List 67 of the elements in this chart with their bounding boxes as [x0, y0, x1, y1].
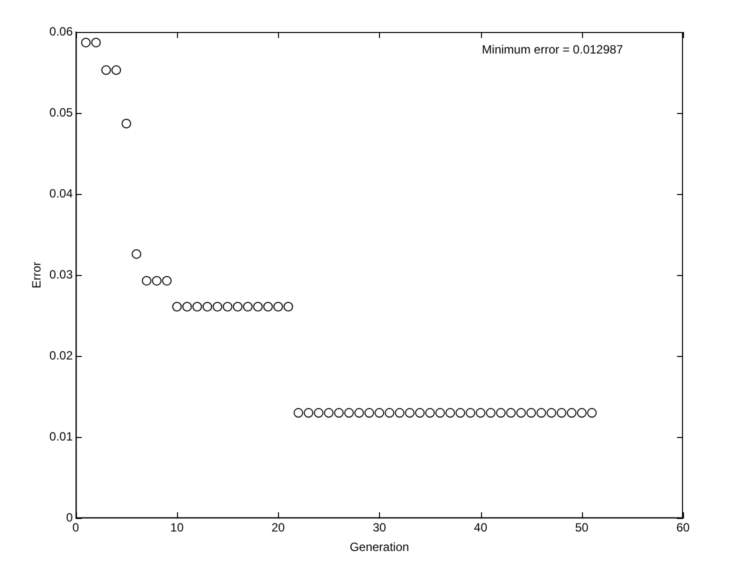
point [476, 408, 486, 418]
point [364, 408, 374, 418]
y-tick-label: 0.02 [49, 348, 74, 362]
point [344, 408, 354, 418]
point [132, 249, 142, 259]
y-tick-label: 0.03 [49, 267, 74, 282]
point [384, 408, 394, 418]
point [182, 302, 192, 312]
y-tick-label: 0.06 [49, 24, 74, 38]
point [415, 408, 425, 418]
point [232, 302, 242, 312]
point [294, 408, 304, 418]
point [162, 276, 172, 286]
point [122, 118, 132, 128]
x-tick-label: 30 [372, 520, 386, 535]
y-axis-title: Error [30, 262, 44, 288]
point [101, 65, 111, 75]
point [152, 276, 162, 286]
point [243, 302, 253, 312]
point [263, 302, 273, 312]
point [222, 302, 232, 312]
point [456, 408, 466, 418]
point [283, 302, 294, 312]
point [486, 408, 496, 418]
x-tick-label: 50 [575, 520, 589, 535]
point [576, 408, 587, 418]
point [91, 38, 101, 48]
point [556, 408, 566, 418]
y-tick-label: 0.01 [49, 429, 74, 444]
point [526, 408, 536, 418]
point [192, 302, 202, 312]
point [587, 408, 597, 418]
point [334, 408, 344, 418]
point [273, 302, 283, 312]
x-tick-label: 10 [170, 520, 184, 535]
point [404, 408, 415, 418]
point [314, 408, 324, 418]
point [111, 65, 122, 75]
point [425, 408, 435, 418]
point [546, 408, 556, 418]
x-tick-label: 40 [474, 520, 488, 535]
x-tick-label: 20 [271, 520, 286, 535]
annotation: Minimum error = 0.012987 [482, 42, 624, 56]
x-axis-title: Generation [350, 540, 410, 554]
y-tick-label: 0.05 [49, 105, 74, 120]
point [394, 408, 404, 418]
point [324, 408, 334, 418]
point [212, 302, 222, 312]
y-tick-label: 0.04 [49, 186, 74, 200]
point [81, 38, 91, 48]
point [435, 408, 445, 418]
point [516, 408, 526, 418]
y-tick-label: 0 [66, 510, 74, 525]
point [536, 408, 546, 418]
point [496, 408, 506, 418]
point [566, 408, 576, 418]
point [354, 408, 364, 418]
point [506, 408, 516, 418]
point [172, 302, 182, 312]
point [202, 302, 212, 312]
point [466, 408, 476, 418]
point [304, 408, 314, 418]
point [142, 276, 152, 286]
point [253, 302, 263, 312]
point [445, 408, 456, 418]
point [374, 408, 384, 418]
x-tick-label: 60 [676, 520, 690, 535]
